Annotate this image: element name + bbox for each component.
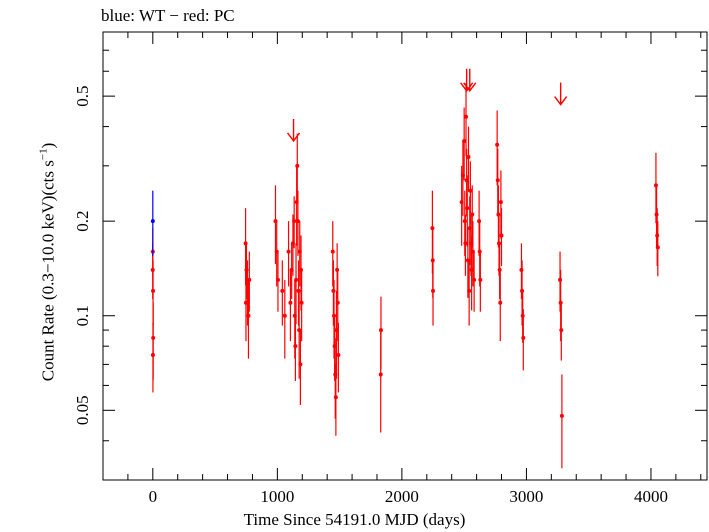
data-point [654, 212, 659, 217]
data-point [496, 212, 501, 217]
y-axis-label-main: Count Rate (0.3−10.0 keV)(cts s [38, 160, 58, 382]
data-point [296, 288, 301, 293]
data-point [559, 328, 564, 333]
data-point [655, 233, 660, 238]
data-point [465, 206, 470, 211]
y-tick-label: 0.1 [73, 305, 92, 326]
data-point [378, 372, 383, 377]
data-point [431, 288, 436, 293]
data-point [246, 313, 251, 318]
data-point [497, 267, 502, 272]
data-point [558, 277, 563, 282]
plot-frame [102, 31, 708, 481]
y-axis-label-end: ) [38, 142, 58, 149]
data-point [378, 328, 383, 333]
y-tick-label: 0.5 [73, 86, 92, 107]
data-point [243, 300, 248, 305]
axis-tick-labels: 0 1000 2000 3000 4000 0.05 0.1 0.2 0.5 [73, 86, 668, 506]
x-tick-label: 0 [149, 487, 158, 506]
data-point [478, 277, 483, 282]
data-point [275, 277, 280, 282]
data-point [332, 313, 337, 318]
data-point [498, 200, 503, 205]
data-point [294, 277, 299, 282]
data-point [336, 352, 341, 357]
upper-limit-arrow [463, 68, 477, 92]
data-point [333, 395, 338, 400]
data-point [470, 212, 475, 217]
data-point [558, 300, 563, 305]
axis-ticks [103, 31, 707, 481]
data-point [495, 142, 500, 147]
x-tick-label: 1000 [260, 487, 294, 506]
data-point [280, 288, 285, 293]
data-point [472, 277, 477, 282]
data-point [295, 163, 300, 168]
x-tick-label: 3000 [509, 487, 543, 506]
data-point [462, 138, 467, 143]
data-point [466, 155, 471, 160]
series-wt [150, 190, 155, 256]
data-point [299, 267, 304, 272]
data-point [477, 219, 482, 224]
data-point [463, 241, 468, 246]
data-point [286, 249, 291, 254]
data-point [497, 241, 502, 246]
data-point [520, 288, 525, 293]
data-point [462, 219, 467, 224]
data-point [331, 288, 336, 293]
data-point [521, 335, 526, 340]
data-point [519, 267, 524, 272]
data-point [498, 300, 503, 305]
series-pc [150, 83, 660, 469]
data-point [292, 219, 297, 224]
data-point [293, 344, 298, 349]
data-point [477, 249, 482, 254]
data-point [335, 300, 340, 305]
data-point [247, 277, 252, 282]
y-tick-label: 0.05 [73, 395, 92, 425]
data-point [559, 413, 564, 418]
data-point [335, 267, 340, 272]
data-point [653, 183, 658, 188]
data-point [655, 245, 660, 250]
data-point [499, 233, 504, 238]
y-tick-label: 0.2 [73, 211, 92, 232]
data-point [298, 362, 303, 367]
data-point [150, 352, 155, 357]
x-axis-label: Time Since 54191.0 MJD (days) [243, 510, 466, 529]
data-point [330, 249, 335, 254]
data-point [282, 313, 287, 318]
data-point [467, 288, 472, 293]
data-point [150, 219, 155, 224]
data-point [288, 300, 293, 305]
data-point [464, 114, 469, 119]
data-point [495, 178, 500, 183]
y-axis-label-sup: −1 [37, 148, 50, 161]
data-point [150, 267, 155, 272]
x-tick-label: 4000 [634, 487, 668, 506]
data-point [520, 313, 525, 318]
y-axis-label: Count Rate (0.3−10.0 keV)(cts s−1) [38, 143, 59, 382]
data-point [468, 188, 473, 193]
x-tick-label: 2000 [385, 487, 419, 506]
data-point [299, 300, 304, 305]
upper-limit-arrow [554, 82, 568, 106]
chart-title: blue: WT − red: PC [101, 6, 235, 25]
upper-limit-arrow [286, 118, 301, 143]
data-point [295, 219, 300, 224]
upper-limits [286, 68, 568, 143]
